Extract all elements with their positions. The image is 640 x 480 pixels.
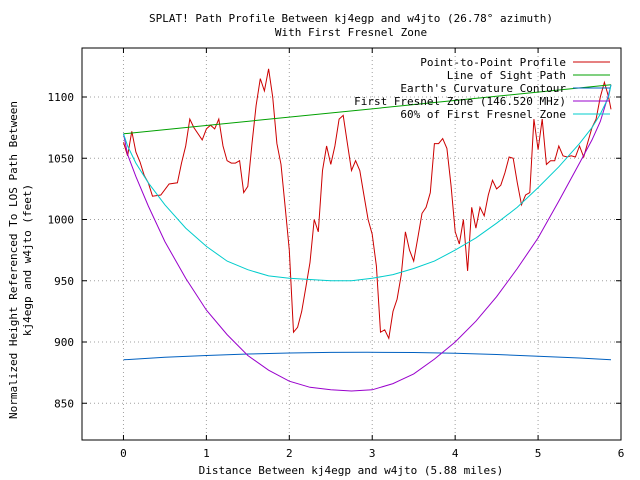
- y-tick-label: 1100: [48, 91, 75, 104]
- series-lines: [123, 68, 612, 392]
- legend-item-line-of-sight: Line of Sight Path: [447, 69, 610, 82]
- plot-border: [81, 47, 622, 441]
- legend-label: Earth's Curvature Contour: [400, 82, 566, 95]
- legend-item-profile: Point-to-Point Profile: [420, 56, 610, 69]
- y-axis-label-line1: Normalized Height Referenced To LOS Path…: [7, 101, 20, 419]
- legend-item-sixty-percent: 60% of First Fresnel Zone: [400, 108, 610, 121]
- grid-lines: [82, 48, 621, 440]
- chart-title: SPLAT! Path Profile Between kj4egp and w…: [149, 12, 553, 25]
- point-to-point-profile-line: [123, 68, 612, 340]
- legend-item-fresnel: First Fresnel Zone (146.520 MHz): [354, 95, 610, 108]
- y-tick-label: 1000: [48, 214, 75, 227]
- legend-label: Line of Sight Path: [447, 69, 566, 82]
- y-axis-label-line2: kj4egp and w4jto (feet): [21, 184, 34, 336]
- axis-ticks: 0 1 2 3 4 5 6 850 900 950 1000 1050 1100: [48, 48, 625, 460]
- legend-label: First Fresnel Zone (146.520 MHz): [354, 95, 566, 108]
- legend-label: Point-to-Point Profile: [420, 56, 566, 69]
- earth-curvature-contour-line: [123, 351, 612, 361]
- x-axis-label: Distance Between kj4egp and w4jto (5.88 …: [199, 464, 504, 477]
- legend-item-curvature: Earth's Curvature Contour: [400, 82, 610, 95]
- first-fresnel-zone-line: [123, 84, 612, 392]
- x-tick-label: 1: [203, 447, 210, 460]
- y-tick-label: 850: [54, 397, 74, 410]
- y-tick-label: 900: [54, 336, 74, 349]
- line-of-sight-path-line: [123, 84, 612, 135]
- x-tick-label: 0: [120, 447, 127, 460]
- sixty-percent-fresnel-zone-line: [123, 84, 612, 282]
- x-tick-label: 3: [369, 447, 376, 460]
- x-tick-label: 5: [535, 447, 542, 460]
- x-tick-label: 6: [618, 447, 625, 460]
- legend-label: 60% of First Fresnel Zone: [400, 108, 566, 121]
- chart-subtitle: With First Fresnel Zone: [275, 26, 427, 39]
- x-tick-label: 4: [452, 447, 459, 460]
- x-tick-label: 2: [286, 447, 293, 460]
- y-tick-label: 1050: [48, 152, 75, 165]
- y-tick-label: 950: [54, 275, 74, 288]
